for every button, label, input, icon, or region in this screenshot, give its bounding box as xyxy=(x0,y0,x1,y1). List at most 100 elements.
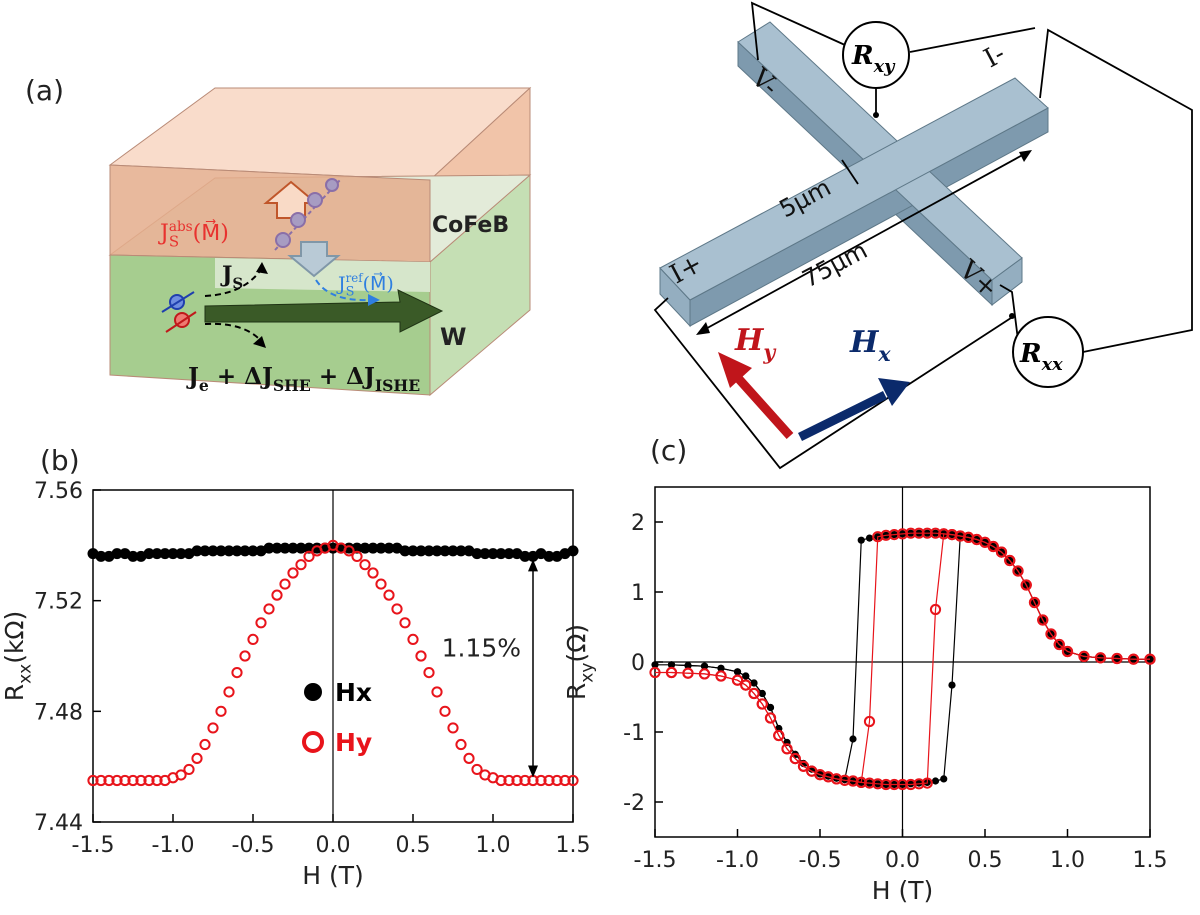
rxx-meter xyxy=(1012,316,1084,388)
data-point xyxy=(383,542,395,554)
data-point xyxy=(199,738,211,751)
data-point xyxy=(797,760,810,772)
x-tick-label: -1.0 xyxy=(716,848,759,873)
spin-label: JSref(M⃗) xyxy=(336,271,394,300)
y-tick-label: 7.52 xyxy=(34,590,83,615)
data-point xyxy=(495,548,507,560)
y-tick-label: 7.48 xyxy=(34,700,83,725)
x-tick-label: 1.5 xyxy=(556,833,591,858)
y-tick-label: 2 xyxy=(631,511,645,536)
down-arrow xyxy=(287,241,341,278)
data-point xyxy=(247,633,259,646)
data-point xyxy=(929,603,942,616)
data-point xyxy=(750,679,758,687)
y-tick-label: -1 xyxy=(623,721,645,746)
x-tick-label: -1.5 xyxy=(72,833,115,858)
data-point xyxy=(351,550,363,563)
data-point xyxy=(327,542,339,554)
data-point xyxy=(111,774,123,787)
data-point xyxy=(287,542,299,554)
data-point xyxy=(1094,652,1107,664)
data-point xyxy=(684,661,692,670)
hy-head xyxy=(718,352,752,388)
x-tick-label: 0.0 xyxy=(885,848,920,873)
up-arrow xyxy=(263,180,319,219)
panel-label: (a) xyxy=(25,74,64,107)
x-tick-label: 0.5 xyxy=(968,848,1003,873)
y-tick-label: 0 xyxy=(631,651,645,676)
data-point xyxy=(359,542,371,554)
contact xyxy=(873,112,879,118)
data-point xyxy=(303,550,315,563)
data-point xyxy=(764,712,777,724)
data-point xyxy=(915,779,923,787)
spin-label-part: S xyxy=(169,233,179,251)
data-point xyxy=(940,775,948,783)
data-point xyxy=(383,589,395,601)
data-point xyxy=(367,542,379,554)
data-point xyxy=(143,774,155,787)
x-tick-label: -1.0 xyxy=(152,833,195,858)
data-point xyxy=(503,548,515,560)
data-point xyxy=(1028,596,1041,609)
data-point xyxy=(247,545,259,557)
current-label-part: SHE xyxy=(273,376,311,395)
data-point xyxy=(519,774,531,787)
current-label: Je + ΔJSHE + ΔJISHE xyxy=(186,363,420,395)
data-point xyxy=(567,774,579,787)
spin-label-part: S xyxy=(232,275,243,293)
data-point xyxy=(183,763,195,776)
meter-label-part: R xyxy=(851,41,874,71)
data-point xyxy=(439,705,451,717)
data-point xyxy=(447,545,459,557)
data-point xyxy=(1144,653,1156,665)
data-point xyxy=(87,774,99,787)
field-label: Hx xyxy=(849,325,891,366)
data-point xyxy=(487,548,499,560)
data-point xyxy=(567,545,579,557)
data-point xyxy=(391,603,403,615)
data-point xyxy=(135,774,147,787)
data-point xyxy=(543,774,555,787)
data-point xyxy=(295,542,307,554)
dimension xyxy=(841,159,859,185)
y-axis-label-part: xy xyxy=(578,663,598,683)
current-label-part: e xyxy=(199,376,209,395)
annotation-head xyxy=(528,559,538,572)
rxy-meter xyxy=(842,21,910,89)
spin-up-arrow xyxy=(161,291,195,313)
data-point xyxy=(740,679,752,691)
data-point xyxy=(865,534,874,542)
data-point xyxy=(287,567,299,579)
data-point xyxy=(748,687,760,700)
data-point xyxy=(921,777,933,789)
data-point xyxy=(1037,614,1049,626)
data-point xyxy=(455,738,467,751)
contact xyxy=(1009,313,1015,319)
field-label-part: H xyxy=(734,323,765,358)
data-point xyxy=(103,774,115,787)
data-point xyxy=(1045,628,1057,640)
hx-head xyxy=(878,378,910,406)
data-point xyxy=(651,661,659,669)
legend-marker xyxy=(302,731,324,753)
spin xyxy=(325,178,339,192)
data-point xyxy=(399,545,411,557)
data-point xyxy=(781,743,793,755)
charge-flow xyxy=(204,322,263,343)
meter-label: Rxx xyxy=(1019,339,1063,375)
data-point xyxy=(199,545,211,557)
data-point xyxy=(415,545,427,557)
data-point xyxy=(431,545,443,557)
data-point xyxy=(1020,579,1032,591)
annotation-head xyxy=(528,765,538,778)
spin-label: JSabs(M⃗) xyxy=(158,219,229,251)
data-point xyxy=(766,703,775,712)
current-label-part: + ΔJ xyxy=(209,363,273,390)
current-label-part: J xyxy=(186,363,199,390)
data-point xyxy=(717,664,725,672)
legend-label: Hx xyxy=(335,678,372,707)
dimension xyxy=(699,151,1029,333)
data-point xyxy=(511,774,523,787)
